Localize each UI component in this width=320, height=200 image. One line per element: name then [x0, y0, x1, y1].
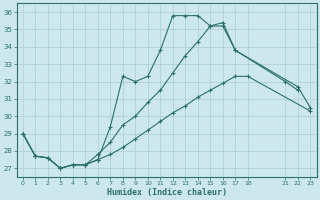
X-axis label: Humidex (Indice chaleur): Humidex (Indice chaleur): [107, 188, 227, 197]
